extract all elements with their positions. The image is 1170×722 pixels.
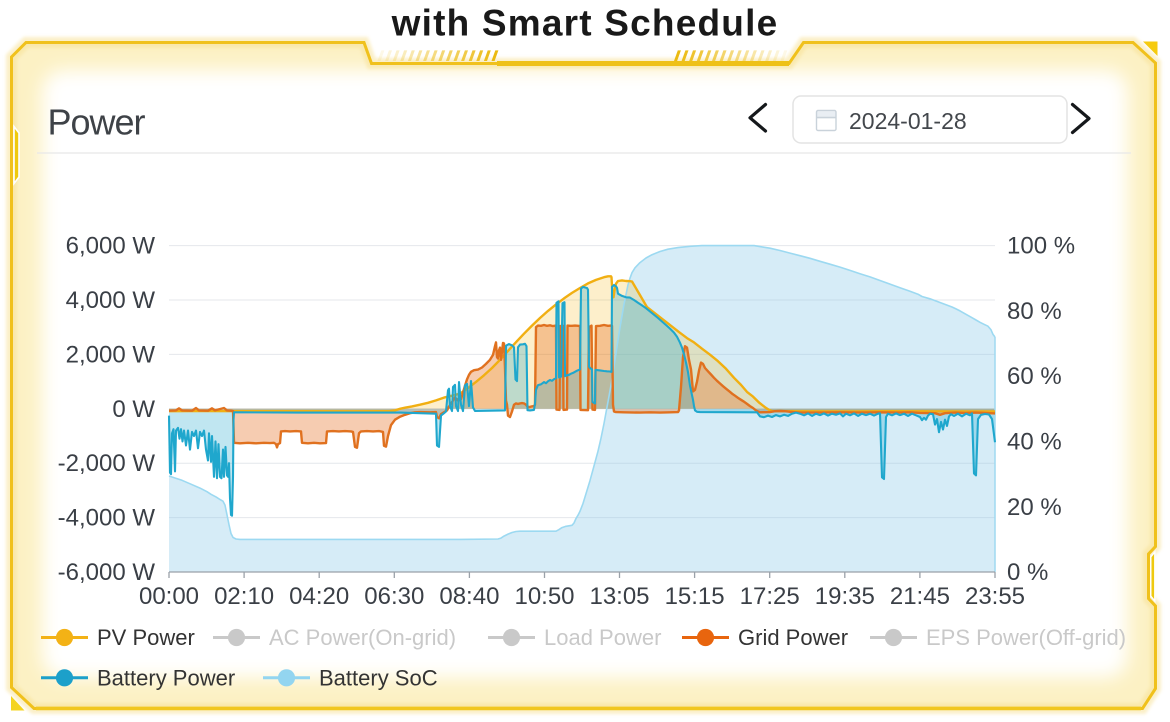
svg-text:02:10: 02:10 <box>214 583 274 610</box>
svg-text:0 %: 0 % <box>1007 559 1048 586</box>
svg-text:40 %: 40 % <box>1007 429 1062 456</box>
svg-text:13:05: 13:05 <box>589 583 649 610</box>
svg-text:19:35: 19:35 <box>815 583 875 610</box>
svg-text:60 %: 60 % <box>1007 363 1062 390</box>
svg-text:-6,000 W: -6,000 W <box>58 559 156 586</box>
svg-text:4,000 W: 4,000 W <box>66 287 156 314</box>
svg-text:Power: Power <box>48 102 146 143</box>
svg-text:04:20: 04:20 <box>289 583 349 610</box>
svg-text:EPS Power(Off-grid): EPS Power(Off-grid) <box>926 625 1126 650</box>
svg-text:AC Power(On-grid): AC Power(On-grid) <box>269 625 456 650</box>
svg-text:-4,000 W: -4,000 W <box>58 505 156 532</box>
svg-text:06:30: 06:30 <box>364 583 424 610</box>
svg-text:2,000 W: 2,000 W <box>66 341 156 368</box>
svg-text:Battery SoC: Battery SoC <box>319 665 438 690</box>
svg-text:PV Power: PV Power <box>97 625 195 650</box>
svg-text:20 %: 20 % <box>1007 494 1062 521</box>
svg-text:Load Power: Load Power <box>544 625 661 650</box>
svg-text:08:40: 08:40 <box>439 583 499 610</box>
svg-text:17:25: 17:25 <box>740 583 800 610</box>
svg-text:100 %: 100 % <box>1007 233 1075 260</box>
svg-text:Battery Power: Battery Power <box>97 665 235 690</box>
svg-text:00:00: 00:00 <box>139 583 199 610</box>
svg-text:23:55: 23:55 <box>965 583 1025 610</box>
svg-text:21:45: 21:45 <box>890 583 950 610</box>
svg-text:80 %: 80 % <box>1007 298 1062 325</box>
svg-text:-2,000 W: -2,000 W <box>58 450 156 477</box>
svg-text:0 W: 0 W <box>112 396 155 423</box>
svg-text:10:50: 10:50 <box>514 583 574 610</box>
svg-text:2024-01-28: 2024-01-28 <box>849 108 967 134</box>
svg-text:with Smart Schedule: with Smart Schedule <box>391 3 779 44</box>
svg-text:Grid Power: Grid Power <box>738 625 848 650</box>
svg-text:15:15: 15:15 <box>665 583 725 610</box>
svg-text:6,000 W: 6,000 W <box>66 233 156 260</box>
